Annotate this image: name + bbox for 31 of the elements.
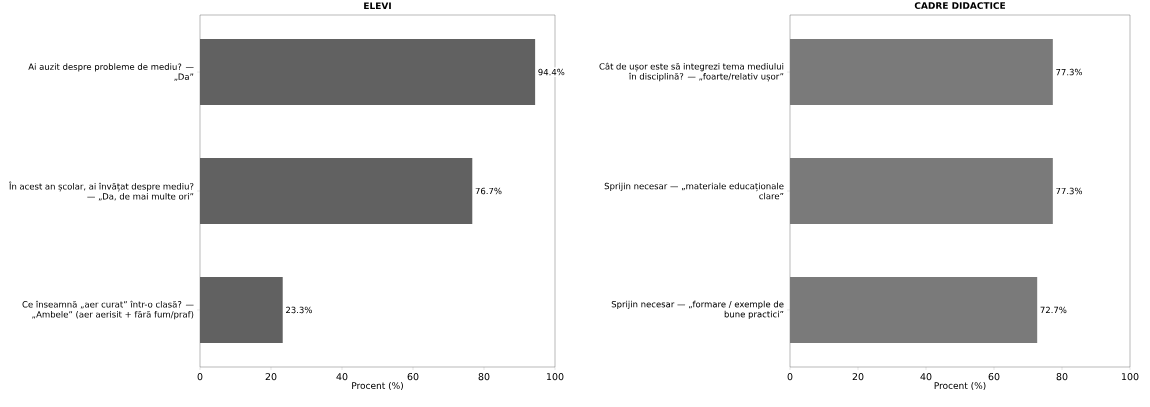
data-label: 76.7% (475, 187, 502, 195)
x-tick-label: 20 (265, 373, 277, 381)
y-tick-label: Sprijin necesar — „materiale educaționale clare” (604, 182, 784, 200)
data-label: 23.3% (286, 306, 312, 314)
x-tick-label: 0 (787, 373, 793, 381)
bar (200, 158, 473, 224)
bar (200, 39, 536, 106)
bar (200, 276, 283, 343)
y-tick-label: În acest an școlar, ai învățat despre mediu? — „Da, de mai multe ori” (8, 181, 194, 201)
x-tick-label: 80 (1056, 373, 1068, 381)
y-tick-label: Cât de ușor este să integrezi tema mediului în disciplină? — „foarte/relativ ușor” (599, 62, 784, 82)
x-axis-title: Procent (%) (352, 382, 403, 391)
x-tick-label: 60 (407, 373, 419, 381)
data-label: 77.3% (1056, 68, 1083, 76)
x-tick-label: 40 (920, 373, 932, 381)
x-tick-label: 80 (478, 373, 490, 381)
x-tick-label: 100 (546, 373, 564, 381)
x-tick-label: 20 (852, 373, 864, 381)
x-tick-label: 100 (1121, 373, 1139, 381)
chart-title: ELEVI (364, 2, 391, 9)
data-label: 77.3% (1056, 187, 1083, 195)
y-tick-label: Sprijin necesar — „formare / exemple de bune practici” (611, 300, 784, 320)
y-tick-label: Ce înseamnă „aer curat” într-o clasă? — „Ambele” (aer aerisit + fără fum/praf) (22, 300, 194, 320)
data-label: 94.4% (538, 68, 565, 76)
x-tick-label: 40 (336, 373, 348, 381)
data-label: 72.7% (1040, 306, 1067, 314)
y-tick-label: Ai auzit despre probleme de mediu? — „Da” (28, 63, 194, 81)
x-tick-label: 60 (988, 373, 1000, 381)
chart-title: CADRE DIDACTICE (914, 2, 1006, 9)
x-axis-title: Procent (%) (934, 382, 986, 391)
x-tick-label: 0 (197, 373, 203, 381)
